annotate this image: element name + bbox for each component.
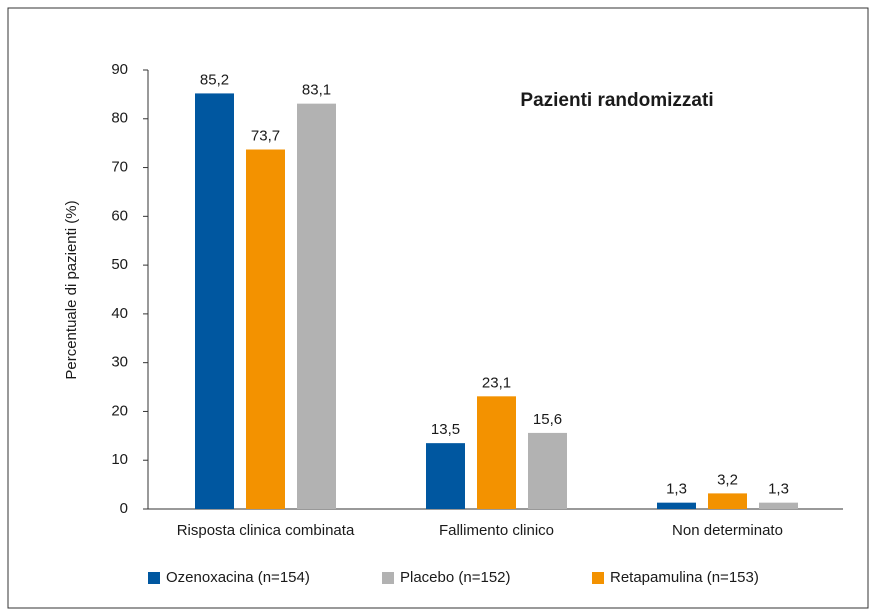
legend-label: Retapamulina (n=153) (610, 569, 759, 586)
data-label: 1,3 (666, 481, 687, 498)
legend-swatch (148, 572, 160, 584)
frame (7, 7, 869, 609)
x-tick-label: Non determinato (672, 522, 783, 539)
data-label: 13,5 (431, 421, 460, 438)
y-tick-label: 30 (111, 354, 128, 371)
y-tick-label: 70 (111, 159, 128, 176)
bar (528, 432, 567, 509)
legend-label: Ozenoxacina (n=154) (166, 569, 310, 586)
legend-label: Placebo (n=152) (400, 569, 511, 586)
data-label: 83,1 (302, 82, 331, 99)
bar (246, 149, 285, 509)
x-tick-label: Risposta clinica combinata (177, 522, 355, 539)
x-tick-label: Fallimento clinico (439, 522, 554, 539)
data-label: 85,2 (200, 71, 229, 88)
chart-title: Pazienti randomizzati (520, 90, 713, 111)
bar (477, 396, 516, 509)
bar (708, 493, 747, 509)
y-axis-label: Percentuale di pazienti (%) (63, 200, 80, 379)
bar (759, 502, 798, 509)
bar (426, 443, 465, 509)
y-tick-label: 90 (111, 61, 128, 78)
y-tick-label: 0 (120, 500, 128, 517)
y-tick-label: 60 (111, 207, 128, 224)
data-label: 1,3 (768, 481, 789, 498)
data-label: 15,6 (533, 411, 562, 428)
data-label: 73,7 (251, 127, 280, 144)
bar (195, 93, 234, 509)
y-tick-label: 20 (111, 402, 128, 419)
bar (297, 103, 336, 509)
legend-swatch (382, 572, 394, 584)
y-tick-label: 10 (111, 451, 128, 468)
data-label: 23,1 (482, 374, 511, 391)
bar (657, 502, 696, 509)
data-label: 3,2 (717, 471, 738, 488)
y-tick-label: 40 (111, 305, 128, 322)
legend-swatch (592, 572, 604, 584)
y-tick-label: 80 (111, 110, 128, 127)
y-tick-label: 50 (111, 256, 128, 273)
